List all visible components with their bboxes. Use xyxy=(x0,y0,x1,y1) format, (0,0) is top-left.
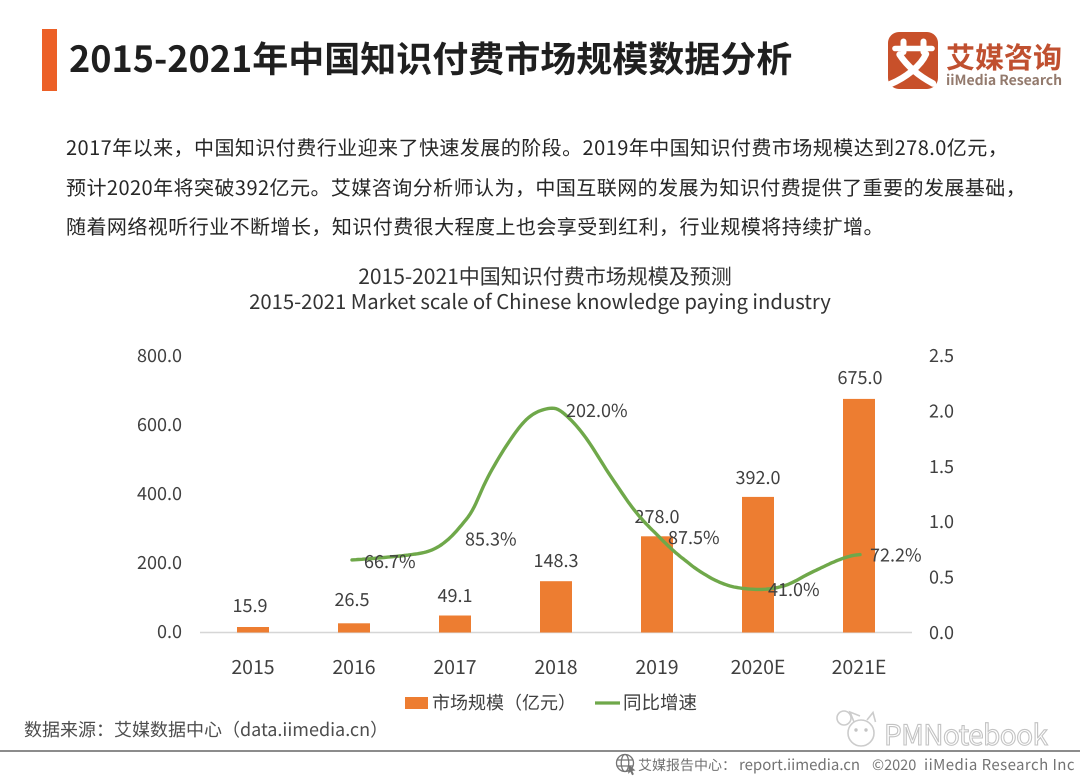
svg-text:艾媒咨询: 艾媒咨询 xyxy=(946,35,1062,77)
svg-text:同比增速: 同比增速 xyxy=(623,689,697,715)
svg-text:1.0: 1.0 xyxy=(929,508,954,534)
svg-text:41.0%: 41.0% xyxy=(768,576,820,602)
svg-text:49.1: 49.1 xyxy=(438,582,473,608)
svg-text:report.iimedia.cn: report.iimedia.cn xyxy=(739,754,860,775)
svg-text:675.0: 675.0 xyxy=(838,364,883,390)
svg-text:15.9: 15.9 xyxy=(233,592,268,618)
svg-text:PMNotebook: PMNotebook xyxy=(884,714,1048,754)
svg-text:66.7%: 66.7% xyxy=(364,548,416,574)
svg-text:2021E: 2021E xyxy=(832,651,887,680)
svg-text:©2020: ©2020 xyxy=(872,754,916,775)
svg-text:202.0%: 202.0% xyxy=(566,397,628,423)
svg-text:2017: 2017 xyxy=(433,651,476,680)
svg-text:400.0: 400.0 xyxy=(137,480,182,506)
svg-text:72.2%: 72.2% xyxy=(870,542,922,568)
svg-text:0.0: 0.0 xyxy=(929,619,954,645)
svg-text:iiMedia Research: iiMedia Research xyxy=(946,70,1062,90)
svg-text:85.3%: 85.3% xyxy=(465,526,517,552)
svg-text:2.0: 2.0 xyxy=(929,397,954,423)
svg-text:87.5%: 87.5% xyxy=(668,524,720,550)
svg-text:600.0: 600.0 xyxy=(137,411,182,437)
svg-text:2019: 2019 xyxy=(635,651,678,680)
svg-text:392.0: 392.0 xyxy=(736,464,781,490)
svg-text:0.5: 0.5 xyxy=(929,564,954,590)
svg-text:148.3: 148.3 xyxy=(534,547,579,573)
svg-text:iiMedia Research Inc: iiMedia Research Inc xyxy=(924,754,1075,775)
svg-text:278.0: 278.0 xyxy=(635,503,680,529)
svg-text:艾媒报告中心：: 艾媒报告中心： xyxy=(638,755,736,775)
svg-text:2015: 2015 xyxy=(231,651,274,680)
svg-text:1.5: 1.5 xyxy=(929,453,954,479)
svg-text:市场规模（亿元）: 市场规模（亿元） xyxy=(432,689,576,715)
svg-text:200.0: 200.0 xyxy=(137,549,182,575)
svg-text:26.5: 26.5 xyxy=(335,586,370,612)
svg-text:2016: 2016 xyxy=(332,651,375,680)
svg-text:2018: 2018 xyxy=(534,651,577,680)
svg-text:2.5: 2.5 xyxy=(929,342,954,368)
svg-text:800.0: 800.0 xyxy=(137,342,182,368)
svg-text:2020E: 2020E xyxy=(731,651,786,680)
svg-text:0.0: 0.0 xyxy=(157,618,182,644)
